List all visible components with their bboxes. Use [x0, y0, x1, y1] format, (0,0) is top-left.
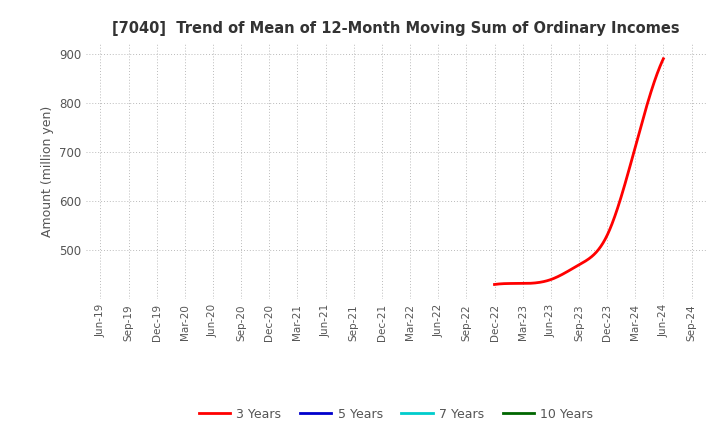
Y-axis label: Amount (million yen): Amount (million yen) — [41, 106, 54, 237]
Legend: 3 Years, 5 Years, 7 Years, 10 Years: 3 Years, 5 Years, 7 Years, 10 Years — [194, 403, 598, 425]
Title: [7040]  Trend of Mean of 12-Month Moving Sum of Ordinary Incomes: [7040] Trend of Mean of 12-Month Moving … — [112, 21, 680, 36]
